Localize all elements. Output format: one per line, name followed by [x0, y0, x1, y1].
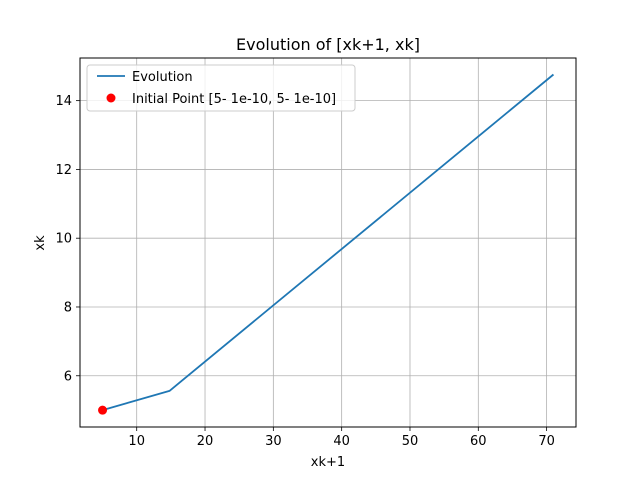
- legend-label-initial-point: Initial Point [5- 1e-10, 5- 1e-10]: [132, 92, 336, 107]
- grid: [80, 58, 576, 427]
- x-tick-label: 70: [538, 434, 555, 449]
- x-tick-label: 20: [197, 434, 214, 449]
- y-tick-label: 12: [55, 163, 72, 178]
- plot-frame: [79, 57, 577, 428]
- legend-label-evolution: Evolution: [132, 70, 193, 85]
- legend-box: [86, 64, 356, 112]
- legend: Evolution Initial Point [5- 1e-10, 5- 1e…: [86, 64, 356, 112]
- y-tick-label: 10: [55, 232, 72, 247]
- y-axis-ticks: 6 8 10 12 14: [55, 94, 80, 384]
- x-axis-ticks: 10 20 30 40 50 60 70: [128, 427, 555, 449]
- x-tick-label: 50: [402, 434, 419, 449]
- x-axis-label: xk+1: [311, 455, 345, 470]
- series-layer: [102, 73, 555, 412]
- x-tick-label: 60: [470, 434, 487, 449]
- y-tick-label: 8: [64, 300, 72, 315]
- series-line-evolution: [102, 73, 555, 412]
- x-tick-label: 30: [265, 434, 282, 449]
- chart-title: Evolution of [xk+1, xk]: [236, 35, 420, 54]
- initial-point-marker: [98, 405, 108, 415]
- x-tick-label: 40: [333, 434, 350, 449]
- legend-point-swatch: [106, 93, 116, 103]
- points-layer: [98, 405, 108, 415]
- y-tick-label: 6: [64, 369, 72, 384]
- x-tick-label: 10: [128, 434, 145, 449]
- y-axis-label: xk: [33, 235, 48, 251]
- y-tick-label: 14: [55, 94, 72, 109]
